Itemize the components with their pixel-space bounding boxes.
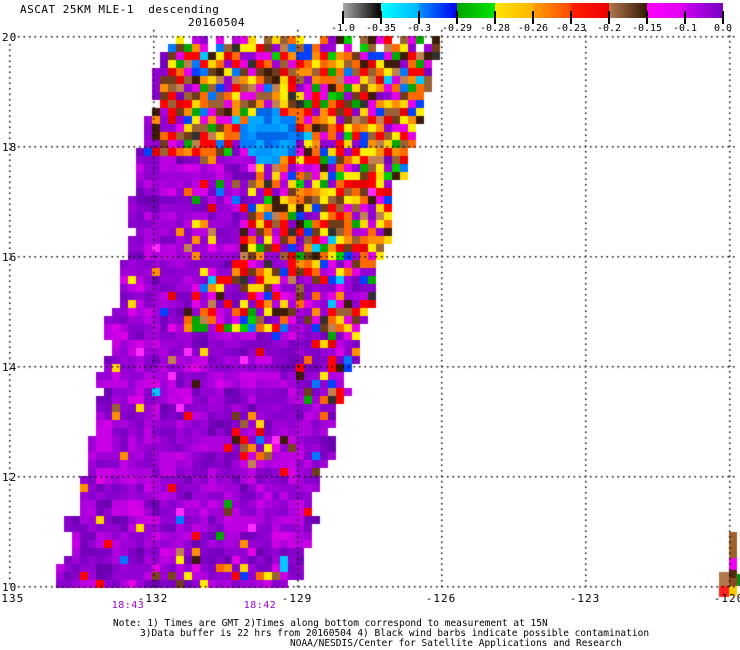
colorbar-tick-label: -0.29	[441, 23, 473, 34]
colorbar-tick	[722, 11, 724, 24]
colorbar-tick-label: -0.1	[672, 23, 698, 34]
colorbar-segment	[457, 3, 495, 18]
colorbar-tick	[456, 11, 458, 24]
x-tick-label: -126	[425, 592, 457, 605]
colorbar-tick	[494, 11, 496, 24]
colorbar-tick-label: -0.3	[406, 23, 432, 34]
colorbar: -1.0 -0.35 -0.3 -0.29 -0.28 -0.26 -0.23 -0.2 -0.…	[331, 3, 732, 37]
colorbar-tick-label: -0.28	[479, 23, 511, 34]
colorbar-tick-label: -0.15	[631, 23, 663, 34]
colorbar-segment	[609, 3, 647, 18]
y-tick-label: 18	[2, 141, 18, 154]
y-tick-label: 14	[2, 361, 18, 374]
colorbar-tick	[608, 11, 610, 24]
time-label: 18:43	[111, 600, 145, 611]
colorbar-tick-label: -0.2	[596, 23, 622, 34]
note-line-2: 3)Data buffer is 22 hrs from 20160504 4)…	[140, 628, 650, 639]
colorbar-tick	[684, 11, 686, 24]
chart-title: ASCAT 25KM MLE-1 descending	[20, 3, 220, 16]
x-tick-label: -120	[713, 592, 740, 605]
colorbar-tick-label: -0.26	[517, 23, 549, 34]
colorbar-tick-label: -1.0	[330, 23, 356, 34]
colorbar-segment	[419, 3, 457, 18]
y-tick-label: 20	[2, 31, 18, 44]
colorbar-tick	[418, 11, 420, 24]
colorbar-tick	[380, 11, 382, 24]
note-line-3: NOAA/NESDIS/Center for Satellite Applica…	[290, 638, 622, 649]
time-label: 18:42	[243, 600, 277, 611]
y-tick-label: 16	[2, 251, 18, 264]
colorbar-segment	[381, 3, 419, 18]
colorbar-tick	[570, 11, 572, 24]
colorbar-segment	[495, 3, 533, 18]
y-tick-label: 12	[2, 471, 18, 484]
colorbar-segment	[571, 3, 609, 18]
chart-date: 20160504	[188, 16, 245, 29]
colorbar-tick-label: -0.23	[555, 23, 587, 34]
colorbar-tick-label: 0.0	[713, 23, 733, 34]
colorbar-strip	[343, 3, 723, 18]
x-tick-label: -123	[569, 592, 601, 605]
colorbar-segment	[647, 3, 685, 18]
colorbar-tick	[646, 11, 648, 24]
x-tick-label: -129	[281, 592, 313, 605]
note-line-1: Note: 1) Times are GMT 2)Times along bot…	[113, 618, 548, 629]
colorbar-segment	[343, 3, 381, 18]
x-tick-label: -135	[0, 592, 25, 605]
colorbar-segment	[685, 3, 723, 18]
colorbar-segment	[533, 3, 571, 18]
colorbar-tick-label: -0.35	[365, 23, 397, 34]
colorbar-tick	[342, 11, 344, 24]
colorbar-tick	[532, 11, 534, 24]
y-tick-label: 10	[2, 581, 18, 594]
x-tick-label: -132	[137, 592, 169, 605]
